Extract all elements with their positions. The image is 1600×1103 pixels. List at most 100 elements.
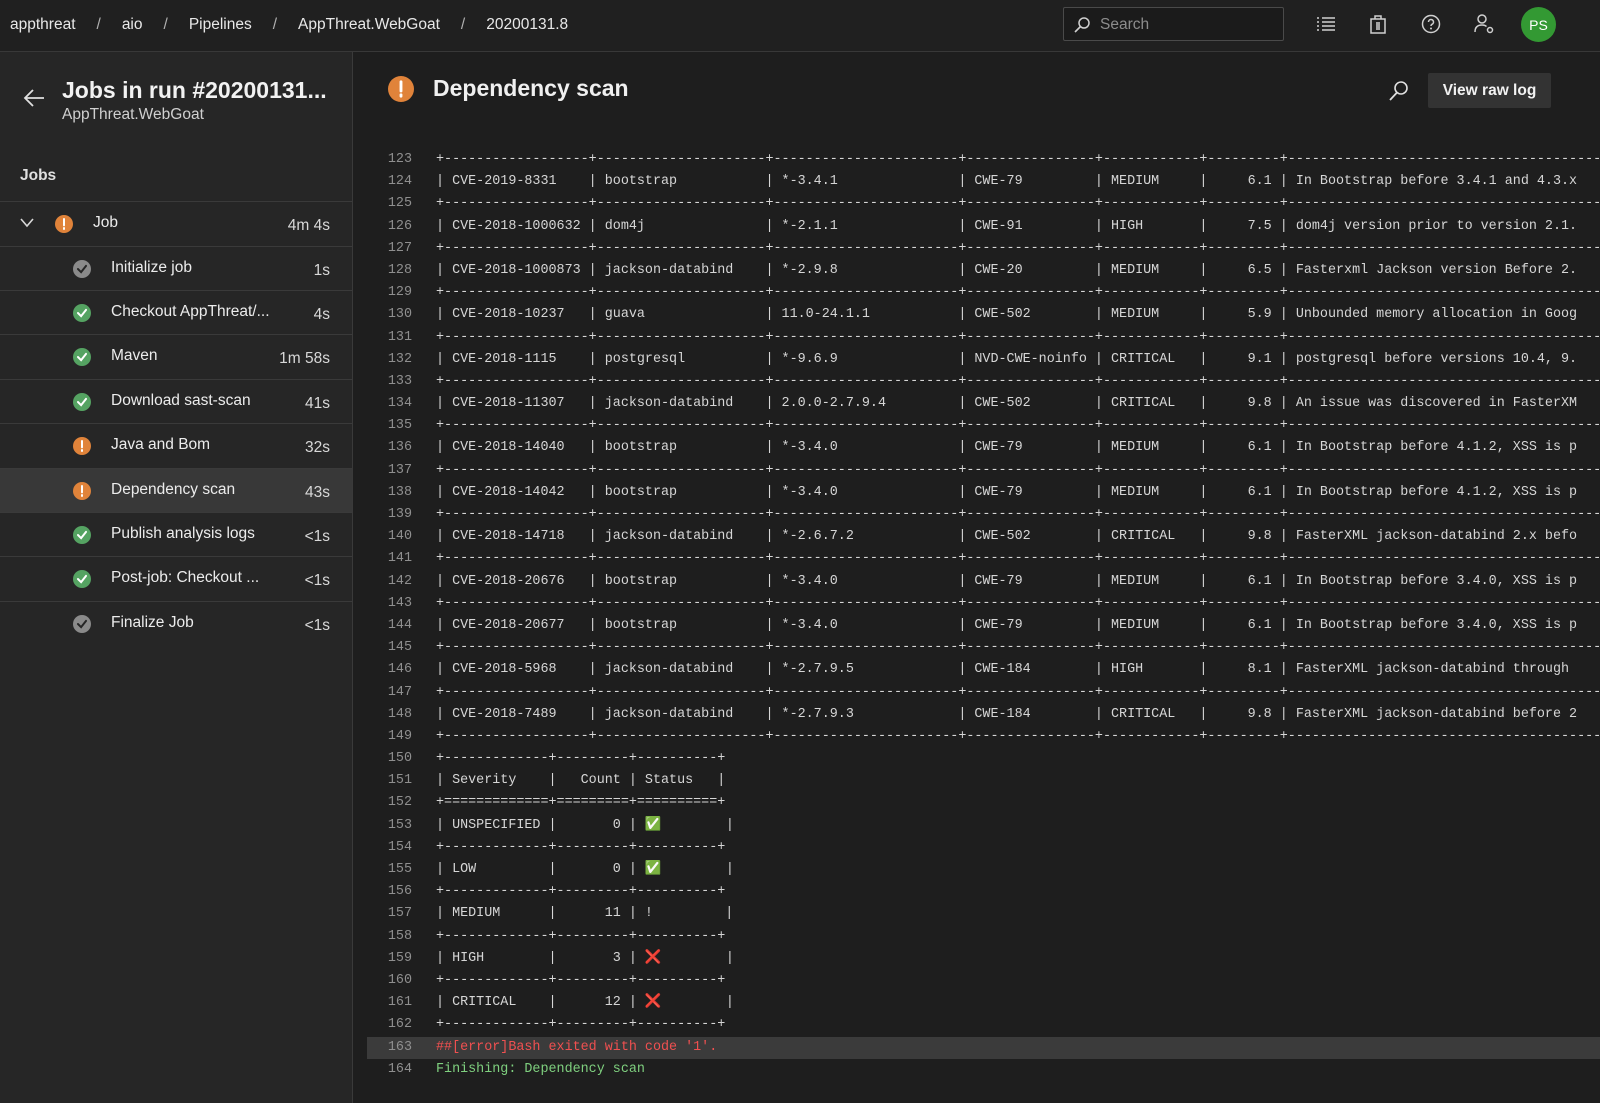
step-row[interactable]: Download sast-scan 41s [0,378,352,423]
line-text: +=============+=========+==========+ [436,795,726,811]
breadcrumb[interactable]: AppThreat.WebGoat [298,16,440,33]
line-text: +------------------+--------------------… [436,728,1600,744]
breadcrumb[interactable]: 20200131.8 [486,16,569,33]
line-number: 143 [387,595,412,611]
line-text: +------------------+--------------------… [436,462,1600,478]
search-box[interactable]: Search [1063,7,1284,41]
step-status-icon [73,481,91,500]
step-status-icon [73,570,91,589]
find-icon[interactable] [1388,80,1410,102]
line-text: | LOW | 0 | ✅ | [436,862,734,877]
log-line: 138 | CVE-2018-14042 | bootstrap | *-3.4.… [367,482,1600,504]
line-number: 132 [387,351,412,367]
log-line: 158 +-------------+---------+----------+ [367,926,1600,948]
step-row[interactable]: Publish analysis logs <1s [0,511,352,556]
step-status-icon [73,303,91,322]
log-line: 160 +-------------+---------+----------+ [367,970,1600,992]
step-status-icon [73,525,91,544]
line-text: +------------------+--------------------… [436,152,1600,167]
step-status-icon [73,437,91,456]
log-line: 126 | CVE-2018-1000632 | dom4j | *-2.1.1 … [367,216,1600,238]
user-settings-icon[interactable] [1472,12,1496,36]
list-icon[interactable] [1314,12,1338,36]
line-text: | CRITICAL | 12 | ❌ | [436,995,734,1011]
breadcrumb[interactable]: appthreat [10,16,76,33]
step-row[interactable]: Java and Bom 32s [0,423,352,467]
step-row[interactable]: Dependency scan 43s [0,467,352,512]
line-number: 133 [387,373,412,389]
sidebar: Jobs in run #20200131... AppThreat.WebGo… [0,52,353,1103]
line-number: 155 [387,862,412,877]
line-number: 136 [387,440,412,456]
log-line: 159 | HIGH | 3 | ❌ | [367,948,1600,970]
step-status-icon [73,392,91,411]
step-row[interactable]: Post-job: Checkout ... <1s [0,556,352,600]
bag-icon[interactable] [1366,12,1390,36]
line-number: 152 [387,795,412,811]
job-row[interactable]: Job 4m 4s [0,201,352,245]
collapse-chevron[interactable] [19,217,35,229]
step-name: Java and Bom [111,436,211,454]
line-number: 130 [387,307,412,323]
line-number: 164 [387,1061,412,1077]
step-row[interactable]: Checkout AppThreat/... 4s [0,289,352,334]
line-number: 163 [387,1039,412,1055]
line-text: +-------------+---------+----------+ [436,972,726,988]
line-text: +------------------+--------------------… [436,684,1600,700]
job-duration: 4m 4s [287,217,330,234]
step-status-icon [73,614,91,633]
breadcrumb[interactable]: Pipelines [188,16,252,33]
line-number: 140 [387,529,412,545]
step-name: Checkout AppThreat/... [111,302,270,320]
line-text: +------------------+--------------------… [436,373,1600,389]
log-line: 157 | MEDIUM | 11 | ! | [367,903,1600,925]
line-number: 126 [387,218,412,234]
line-text: | HIGH | 3 | ❌ | [436,950,734,966]
log-line: 155 | LOW | 0 | ✅ | [367,859,1600,881]
avatar[interactable]: PS [1521,7,1556,42]
log-line: 148 | CVE-2018-7489 | jackson-databind | … [367,704,1600,726]
log-line: 130 | CVE-2018-10237 | guava | 11.0-24.1.… [367,304,1600,326]
log-line: 164 Finishing: Dependency scan [367,1059,1600,1081]
breadcrumb-separator: / [272,16,278,33]
log-line: 129 +------------------+-----------------… [367,282,1600,304]
step-title: Dependency scan [433,75,629,101]
line-text: | CVE-2018-20676 | bootstrap | *-3.4.0 |… [436,573,1578,589]
line-text: +-------------+---------+----------+ [436,839,726,855]
line-number: 150 [387,751,412,767]
top-bar: appthreat / aio / Pipelines / AppThreat.WebGoa… [0,0,1600,52]
line-text: +------------------+--------------------… [436,595,1600,611]
help-icon[interactable] [1419,12,1443,36]
section-label: Jobs [20,167,57,184]
view-raw-log-button[interactable]: View raw log [1428,73,1551,108]
log-line: 131 +------------------+-----------------… [367,327,1600,349]
step-duration: 1s [313,261,330,279]
line-number: 125 [387,196,412,212]
log-line: 149 +------------------+-----------------… [367,726,1600,748]
log-line: 152 +=============+=========+==========+ [367,792,1600,814]
step-row[interactable]: Finalize Job <1s [0,600,352,645]
line-number: 135 [387,418,412,434]
line-text: +------------------+--------------------… [436,418,1600,434]
line-number: 154 [387,839,412,855]
log-line: 161 | CRITICAL | 12 | ❌ | [367,992,1600,1014]
line-number: 147 [387,684,412,700]
line-text: +------------------+--------------------… [436,196,1600,212]
step-duration: <1s [304,572,330,590]
line-number: 131 [387,329,412,345]
line-text: | CVE-2018-20677 | bootstrap | *-3.4.0 |… [436,617,1578,633]
line-text: | CVE-2018-7489 | jackson-databind | *-2… [436,706,1578,722]
breadcrumb[interactable]: aio [121,16,143,33]
line-number: 151 [387,773,412,789]
back-arrow[interactable] [22,87,46,109]
step-status-icon [73,348,91,367]
log-line: 139 +------------------+-----------------… [367,504,1600,526]
step-row[interactable]: Initialize job 1s [0,245,352,290]
step-row[interactable]: Maven 1m 58s [0,334,352,378]
line-text: +-------------+---------+----------+ [436,928,726,944]
line-number: 127 [387,240,412,256]
line-number: 159 [387,950,412,966]
line-number: 148 [387,706,412,722]
